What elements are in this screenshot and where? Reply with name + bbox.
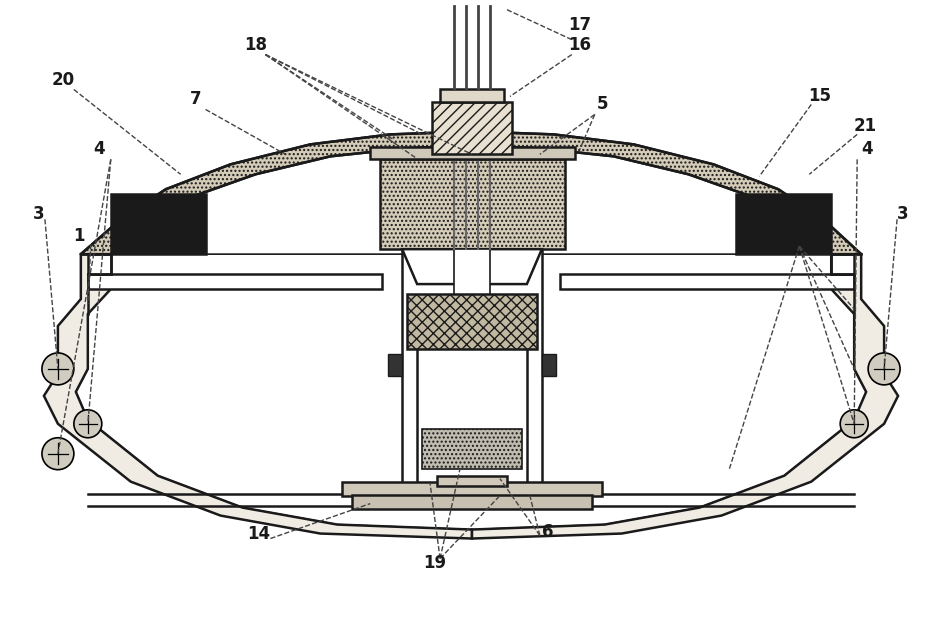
Circle shape <box>74 410 102 438</box>
Bar <box>560 274 854 289</box>
Bar <box>343 482 601 496</box>
Text: 15: 15 <box>808 88 831 106</box>
Polygon shape <box>76 254 867 529</box>
Text: 22: 22 <box>796 230 818 248</box>
Bar <box>380 159 565 249</box>
Text: 18: 18 <box>244 35 267 53</box>
Text: 6: 6 <box>542 522 553 540</box>
Text: 20: 20 <box>51 71 75 88</box>
Bar <box>417 344 527 484</box>
Polygon shape <box>472 254 898 538</box>
Bar <box>542 354 556 376</box>
Bar <box>832 254 854 274</box>
Bar <box>454 249 490 484</box>
Bar <box>88 254 110 274</box>
Bar <box>370 147 575 159</box>
Circle shape <box>42 353 74 385</box>
Text: 1: 1 <box>73 227 85 245</box>
Bar <box>440 88 504 102</box>
Bar <box>432 102 512 155</box>
Bar <box>402 249 542 484</box>
Text: 4: 4 <box>861 140 873 158</box>
Bar <box>110 194 206 254</box>
Circle shape <box>868 353 900 385</box>
Text: 7: 7 <box>190 90 201 108</box>
Text: 16: 16 <box>568 35 591 53</box>
Text: 17: 17 <box>568 15 591 33</box>
Text: 4: 4 <box>93 140 105 158</box>
Bar <box>422 429 522 469</box>
Bar <box>407 294 537 349</box>
Text: 14: 14 <box>247 525 270 542</box>
Bar <box>88 274 382 289</box>
Bar <box>437 476 507 486</box>
Polygon shape <box>44 254 472 538</box>
Polygon shape <box>402 249 542 284</box>
Text: 3: 3 <box>897 205 909 223</box>
Circle shape <box>42 438 74 469</box>
Circle shape <box>840 410 868 438</box>
Text: 5: 5 <box>597 95 609 113</box>
Bar <box>736 194 832 254</box>
Text: 21: 21 <box>853 117 877 135</box>
Text: 19: 19 <box>424 554 447 573</box>
Polygon shape <box>81 131 861 254</box>
Bar <box>388 354 402 376</box>
Text: 3: 3 <box>33 205 44 223</box>
Bar <box>352 495 592 509</box>
